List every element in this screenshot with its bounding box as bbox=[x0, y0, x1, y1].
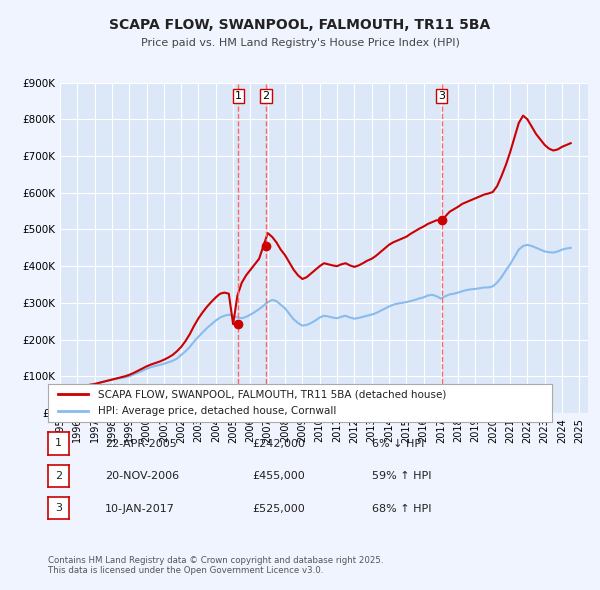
Text: £455,000: £455,000 bbox=[252, 471, 305, 481]
Text: Price paid vs. HM Land Registry's House Price Index (HPI): Price paid vs. HM Land Registry's House … bbox=[140, 38, 460, 48]
Text: 59% ↑ HPI: 59% ↑ HPI bbox=[372, 471, 431, 481]
Text: Contains HM Land Registry data © Crown copyright and database right 2025.
This d: Contains HM Land Registry data © Crown c… bbox=[48, 556, 383, 575]
Text: 3: 3 bbox=[438, 91, 445, 101]
Text: £525,000: £525,000 bbox=[252, 504, 305, 514]
Text: 1: 1 bbox=[235, 91, 242, 101]
Text: 68% ↑ HPI: 68% ↑ HPI bbox=[372, 504, 431, 514]
Text: 1: 1 bbox=[55, 438, 62, 448]
Text: 20-NOV-2006: 20-NOV-2006 bbox=[105, 471, 179, 481]
Text: 2: 2 bbox=[55, 471, 62, 481]
Text: SCAPA FLOW, SWANPOOL, FALMOUTH, TR11 5BA (detached house): SCAPA FLOW, SWANPOOL, FALMOUTH, TR11 5BA… bbox=[98, 389, 447, 399]
Text: 22-APR-2005: 22-APR-2005 bbox=[105, 439, 177, 449]
Text: 3: 3 bbox=[55, 503, 62, 513]
Text: SCAPA FLOW, SWANPOOL, FALMOUTH, TR11 5BA: SCAPA FLOW, SWANPOOL, FALMOUTH, TR11 5BA bbox=[109, 18, 491, 32]
Text: 6% ↓ HPI: 6% ↓ HPI bbox=[372, 439, 424, 449]
Text: £242,000: £242,000 bbox=[252, 439, 305, 449]
Text: 10-JAN-2017: 10-JAN-2017 bbox=[105, 504, 175, 514]
Text: 2: 2 bbox=[262, 91, 269, 101]
Text: HPI: Average price, detached house, Cornwall: HPI: Average price, detached house, Corn… bbox=[98, 406, 337, 416]
